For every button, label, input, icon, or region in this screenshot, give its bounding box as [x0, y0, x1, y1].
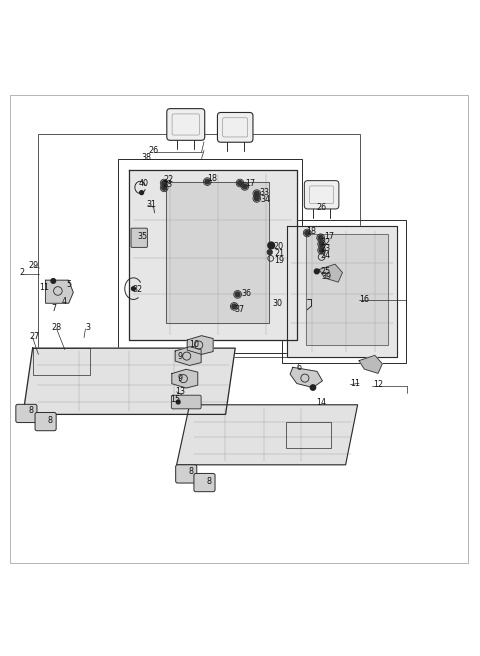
Text: 24: 24 [321, 251, 331, 260]
Text: 29: 29 [29, 261, 39, 270]
Bar [286, 422, 331, 448]
Text: 21: 21 [275, 249, 285, 258]
Text: 18: 18 [207, 174, 217, 183]
Text: 11: 11 [39, 283, 49, 292]
Text: 23: 23 [162, 180, 172, 190]
Text: 26: 26 [317, 203, 327, 213]
Circle shape [51, 279, 56, 283]
Circle shape [162, 186, 167, 190]
Text: 15: 15 [170, 394, 180, 403]
Circle shape [314, 269, 319, 274]
Bar [118, 159, 302, 354]
Text: 31: 31 [146, 199, 156, 209]
Circle shape [132, 287, 135, 291]
FancyBboxPatch shape [35, 413, 56, 431]
Text: 36: 36 [241, 289, 251, 298]
Text: 12: 12 [373, 380, 384, 389]
Circle shape [242, 184, 247, 189]
Text: 40: 40 [138, 180, 148, 188]
Circle shape [254, 191, 259, 196]
Text: 26: 26 [149, 146, 159, 155]
Text: 17: 17 [245, 180, 255, 188]
Circle shape [162, 180, 167, 186]
Text: 22: 22 [321, 238, 331, 247]
Text: 5: 5 [66, 280, 72, 289]
Text: 37: 37 [234, 305, 244, 314]
Text: 8: 8 [29, 406, 34, 415]
FancyBboxPatch shape [176, 465, 197, 483]
Polygon shape [175, 347, 201, 365]
Text: 3: 3 [85, 323, 90, 333]
Text: 35: 35 [138, 232, 148, 241]
Text: 10: 10 [190, 340, 200, 349]
Polygon shape [129, 170, 297, 340]
Bar [33, 348, 90, 375]
Polygon shape [172, 369, 198, 388]
Circle shape [319, 248, 324, 253]
Bar [282, 220, 406, 363]
Circle shape [176, 400, 180, 404]
Circle shape [205, 179, 210, 184]
Circle shape [140, 191, 144, 195]
Polygon shape [319, 264, 342, 282]
Bar [38, 134, 360, 357]
Text: 6: 6 [297, 363, 301, 372]
Text: 23: 23 [321, 244, 331, 253]
Circle shape [310, 385, 316, 390]
Text: 13: 13 [175, 387, 185, 396]
Text: 25: 25 [321, 267, 331, 276]
Text: 19: 19 [275, 256, 285, 265]
Text: 11: 11 [350, 379, 360, 388]
Text: 38: 38 [142, 153, 152, 162]
Polygon shape [166, 182, 269, 323]
Text: 4: 4 [61, 297, 66, 306]
Circle shape [235, 292, 240, 297]
Text: 7: 7 [51, 304, 57, 314]
Text: 8: 8 [206, 477, 211, 486]
FancyBboxPatch shape [217, 112, 253, 142]
Polygon shape [306, 234, 388, 345]
Text: 8: 8 [48, 416, 53, 424]
Text: 17: 17 [324, 232, 334, 241]
Text: 8: 8 [188, 468, 193, 476]
Text: 39: 39 [322, 272, 332, 281]
FancyBboxPatch shape [131, 228, 147, 247]
Text: 27: 27 [30, 332, 40, 341]
Circle shape [232, 304, 237, 309]
Polygon shape [23, 348, 235, 415]
Circle shape [267, 250, 272, 255]
Text: 14: 14 [316, 398, 326, 407]
Polygon shape [187, 336, 213, 354]
Text: 9: 9 [178, 374, 183, 383]
FancyBboxPatch shape [194, 474, 215, 492]
Circle shape [305, 230, 310, 236]
Polygon shape [290, 367, 323, 388]
Text: 32: 32 [132, 285, 142, 294]
Circle shape [319, 241, 324, 247]
Circle shape [318, 236, 323, 240]
Circle shape [254, 196, 259, 201]
Circle shape [268, 242, 275, 249]
Text: 16: 16 [359, 295, 369, 304]
Text: 20: 20 [274, 242, 284, 251]
Text: 28: 28 [52, 323, 62, 333]
Text: 30: 30 [273, 300, 283, 308]
FancyBboxPatch shape [304, 180, 339, 209]
Text: 34: 34 [260, 195, 270, 204]
Text: 2: 2 [19, 268, 24, 277]
Text: 18: 18 [306, 226, 316, 236]
Text: 9: 9 [178, 352, 183, 361]
FancyBboxPatch shape [171, 395, 201, 409]
Polygon shape [287, 226, 397, 357]
FancyBboxPatch shape [16, 404, 37, 422]
Text: 22: 22 [163, 174, 173, 184]
Polygon shape [46, 280, 73, 303]
Circle shape [238, 180, 242, 186]
Polygon shape [177, 405, 358, 465]
Polygon shape [359, 356, 382, 373]
FancyBboxPatch shape [167, 109, 205, 140]
Text: 33: 33 [259, 188, 269, 197]
